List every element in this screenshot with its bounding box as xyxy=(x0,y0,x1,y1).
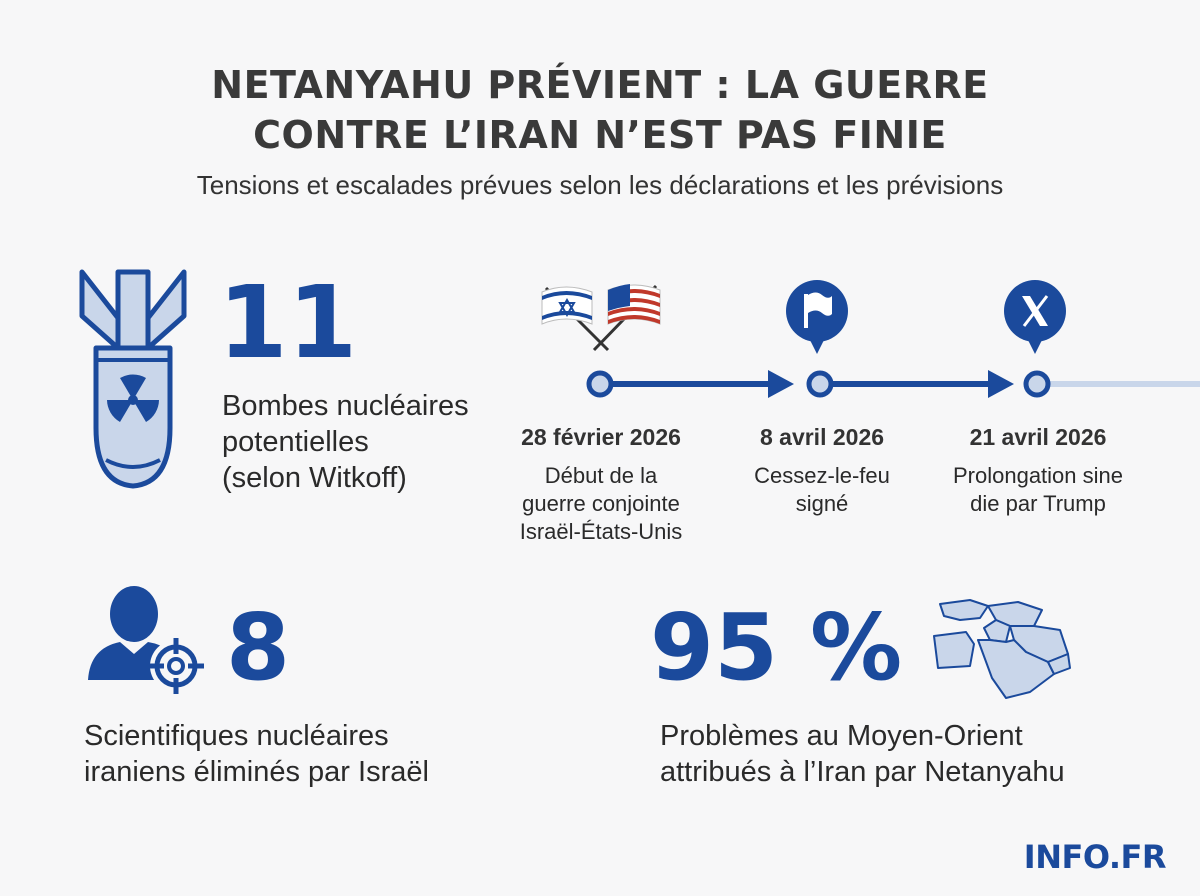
timeline-date-1: 28 février 2026 xyxy=(521,424,681,450)
timeline-desc-1-line-1: Début de la xyxy=(544,463,658,488)
bombs-value: 11 xyxy=(218,264,358,381)
bombs-label: Bombes nucléaires potentielles (selon Wi… xyxy=(222,388,469,496)
brand-logo: INFO.FR xyxy=(1023,838,1167,876)
israel-usa-flags-icon xyxy=(541,284,661,352)
scientists-label: Scientifiques nucléaires iraniens élimin… xyxy=(84,718,429,790)
page-subtitle: Tensions et escalades prévues selon les … xyxy=(196,170,1004,200)
timeline-track xyxy=(586,370,1200,398)
timeline-date-2: 8 avril 2026 xyxy=(759,424,885,450)
problems-label-line-2: attribués à l’Iran par Netanyahu xyxy=(660,756,1065,788)
timeline-desc-3: Prolongation sine die par Trump xyxy=(918,462,1158,518)
person-target-icon xyxy=(88,586,204,694)
timeline-desc-3-line-2: die par Trump xyxy=(970,491,1106,516)
bombs-label-line-2: potentielles xyxy=(222,426,369,458)
problems-value: 95 % xyxy=(650,594,903,701)
timeline-desc-1-line-2: guerre conjointe xyxy=(522,491,680,516)
timeline-desc-1-line-3: Israël-États-Unis xyxy=(519,519,683,544)
middle-east-map-icon xyxy=(933,599,1071,699)
bombs-label-line-3: (selon Witkoff) xyxy=(222,462,407,494)
title-line-1: NETANYAHU PRÉVIENT : LA GUERRE xyxy=(211,63,989,107)
x-logo-icon xyxy=(1004,280,1066,354)
scientists-label-line-1: Scientifiques nucléaires xyxy=(84,720,389,752)
page-title: NETANYAHU PRÉVIENT : LA GUERRE CONTRE L’… xyxy=(0,60,1200,160)
title-line-2: CONTRE L’IRAN N’EST PAS FINIE xyxy=(253,113,947,157)
timeline-desc-2-line-2: signé xyxy=(795,491,849,516)
timeline-date-3: 21 avril 2026 xyxy=(969,424,1107,450)
scientists-label-line-2: iraniens éliminés par Israël xyxy=(84,756,429,788)
scientists-value: 8 xyxy=(226,594,291,701)
timeline-desc-3-line-1: Prolongation sine xyxy=(952,463,1123,488)
bomb-radiation-icon xyxy=(79,269,187,489)
timeline-desc-1: Début de la guerre conjointe Israël-État… xyxy=(481,462,721,546)
problems-label: Problèmes au Moyen-Orient attribués à l’… xyxy=(660,718,1065,790)
bombs-label-line-1: Bombes nucléaires xyxy=(222,390,469,422)
problems-label-line-1: Problèmes au Moyen-Orient xyxy=(660,720,1023,752)
timeline-desc-2: Cessez-le-feu signé xyxy=(702,462,942,518)
timeline-desc-2-line-1: Cessez-le-feu xyxy=(754,463,890,488)
white-flag-icon xyxy=(786,280,848,354)
